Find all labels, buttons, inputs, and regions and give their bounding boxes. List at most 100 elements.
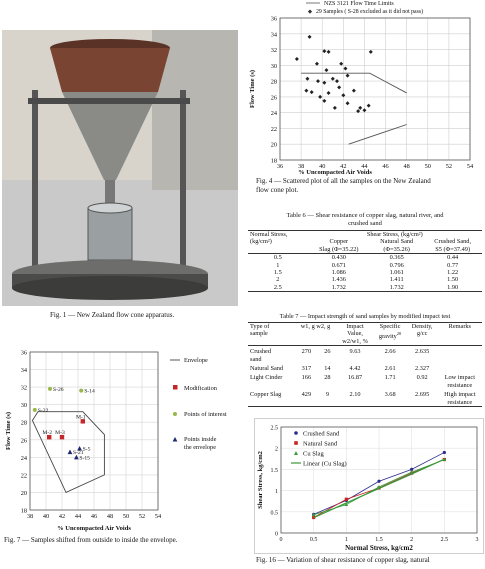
table7-cell-text: 166 (301, 374, 312, 382)
x-tick-label: 50 (425, 163, 431, 170)
inside-envelope-label: S-5 (83, 447, 91, 453)
point-of-interest-label: S-14 (84, 389, 95, 395)
table7-cell-text: Crushed (250, 348, 271, 356)
sample-point (351, 88, 356, 93)
point-of-interest-label: S-22 (38, 408, 49, 414)
table7-cell: 14 (318, 363, 336, 372)
table6-grid: Normal Stress, (kg/cm²) Shear Stress, (kg… (248, 230, 482, 292)
table6-row: 0.5 0.430 0.365 0.44 (248, 254, 482, 262)
table7-h-type: Type of (250, 323, 270, 330)
x-tick-label: 3 (476, 537, 479, 543)
y-tick-label: 34 (271, 31, 278, 38)
series-line-3 (313, 458, 445, 519)
x-tick-label: 46 (91, 513, 97, 520)
table6: Table 6 — Shear resistance of copper sla… (248, 212, 482, 292)
crushed-sand-marker (410, 467, 414, 471)
legend-envelope: Envelope (184, 357, 208, 364)
table7-row: Natural Sand 317 14 4.42 2.61 2.327 (248, 363, 482, 372)
inside-envelope-point (74, 454, 79, 460)
table6-cell: 1.411 (389, 276, 404, 284)
modification-point (80, 419, 85, 424)
table6-cell: 2.5 (273, 283, 282, 291)
table7-h-type2: sample (250, 330, 268, 338)
y-tick-label: 36 (271, 16, 277, 23)
sample-point (368, 49, 373, 54)
legend-cuslag-swatch (294, 451, 298, 455)
flow-cone-photo (2, 30, 238, 306)
sample-point (345, 101, 350, 106)
table6-row: 1.5 1.086 1.061 1.22 (248, 269, 482, 276)
table7-cell-text: 9 (325, 391, 329, 399)
table7-cell-text: 16.87 (347, 374, 363, 382)
table6-cell: 1.436 (331, 276, 346, 284)
table7-cell: 9.63 (337, 346, 374, 363)
table7-cell-text2: resistance (447, 381, 473, 389)
y-tick-label: 1.5 (271, 468, 279, 474)
x-tick-label: 1.5 (375, 537, 383, 543)
y-tick-label: 0.5 (271, 510, 279, 516)
table7-cell: Light Cinder (248, 372, 294, 389)
table6-col-group: Shear Stress, (kg/cm²) (366, 231, 423, 238)
y-tick-label: 20 (271, 142, 277, 149)
table6-title-line2: crushed sand (348, 220, 382, 227)
table7-h-w: w1, g w2, g (300, 323, 331, 330)
table7-cell-text: 2.10 (349, 391, 361, 399)
table7-cell-text: 270 (301, 348, 312, 356)
table7-cell: 429 (294, 389, 318, 406)
legend-natural-swatch (294, 441, 298, 445)
y-tick-label: 26 (271, 94, 277, 101)
modification-label: M-2 (42, 430, 52, 436)
y-tick-label: 28 (271, 79, 277, 86)
point-of-interest (79, 388, 84, 393)
x-tick-label: 42 (340, 163, 346, 170)
legend-linear-cu-slag: Linear (Cu Slag) (303, 461, 347, 468)
x-tick-label: 2.5 (441, 537, 449, 543)
sample-point (294, 57, 299, 62)
y-axis-label: Flow Time (s) (5, 412, 12, 450)
table7-cell: 9 (318, 389, 336, 406)
table6-cell: 0.5 (273, 254, 282, 262)
table6-col-crushed2: S5 (Φ=37.49) (435, 245, 471, 253)
table7-cell-text: 3.68 (384, 391, 396, 399)
point-of-interest (48, 386, 52, 391)
table6-cell: 0.77 (447, 261, 459, 269)
y-tick-label: 28 (21, 420, 27, 427)
cu-slag-marker (311, 512, 316, 517)
y-axis-label: Shear Stress, kg/cm2 (257, 451, 264, 509)
table7-cell-text: 2.61 (384, 365, 396, 373)
x-tick-label: 50 (123, 513, 129, 520)
table6-cell: 0.44 (447, 254, 459, 262)
natural-sand-marker (344, 497, 348, 501)
table6-cell: 1.22 (447, 269, 459, 277)
sample-point (305, 76, 310, 81)
plot-frame (279, 17, 471, 161)
table7-cell: 2.327 (407, 363, 438, 372)
sample-point (366, 103, 371, 108)
legend-flow-time-limits: NZS 3121 Flow Time Limits (324, 1, 394, 7)
sample-point (337, 85, 342, 90)
plot-frame (29, 351, 159, 511)
table7-cell-text: Low impact (444, 374, 475, 382)
x-axis-label: % Uncompacted Air Voids (298, 169, 372, 176)
y-tick-label: 26 (21, 437, 27, 444)
table6-cell: 1.086 (331, 269, 346, 277)
table6-cell: 1.061 (389, 269, 404, 277)
x-tick-label: 0 (280, 537, 283, 543)
x-tick-label: 2 (410, 537, 413, 543)
table7-h-sg-sup: 20 (396, 331, 402, 337)
modification-label: M-3 (55, 430, 65, 436)
table7-cell: Natural Sand (248, 363, 294, 372)
flow-cone-apparatus-drawing (2, 30, 238, 306)
sample-point (343, 66, 348, 71)
crushed-sand-marker (442, 450, 446, 455)
table7-cell: 166 (294, 372, 318, 389)
table6-row: 2 1.436 1.411 1.50 (248, 276, 482, 283)
sample-point (324, 68, 329, 73)
x-tick-label: 48 (107, 513, 113, 520)
sample-point (358, 105, 363, 110)
x-tick-label: 54 (155, 513, 162, 520)
x-tick-label: 48 (404, 163, 410, 170)
x-tick-label: 54 (467, 163, 474, 170)
table7-cell: 16.87 (337, 372, 374, 389)
table7-h-sg: Specific (379, 323, 401, 330)
